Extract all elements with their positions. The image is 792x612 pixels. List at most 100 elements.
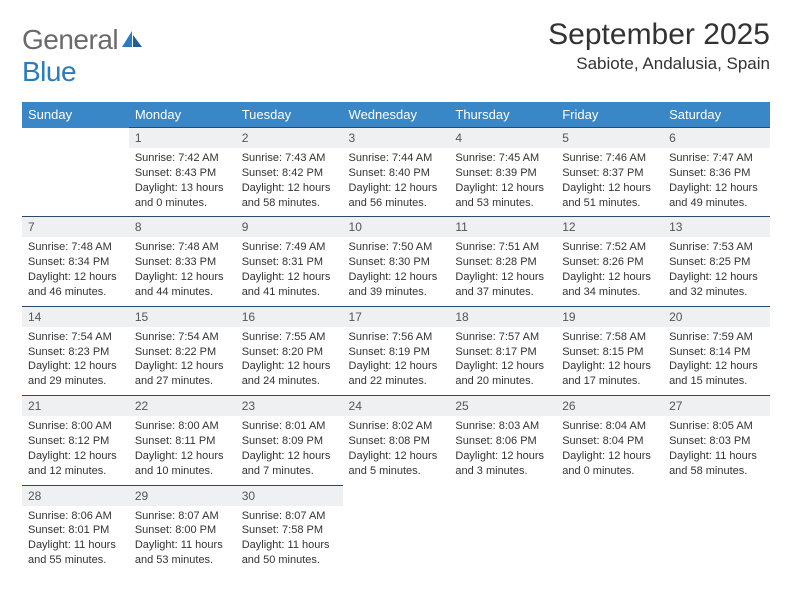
daylight-text: Daylight: 12 hours and 7 minutes. (242, 449, 337, 479)
calendar-table: SundayMondayTuesdayWednesdayThursdayFrid… (22, 102, 770, 574)
day-content-cell: Sunrise: 8:04 AMSunset: 8:04 PMDaylight:… (556, 416, 663, 485)
sunset-text: Sunset: 8:22 PM (135, 345, 230, 360)
day-number-cell: 21 (22, 396, 129, 417)
daylight-text: Daylight: 12 hours and 49 minutes. (669, 181, 764, 211)
sunrise-text: Sunrise: 8:01 AM (242, 419, 337, 434)
daylight-text: Daylight: 12 hours and 46 minutes. (28, 270, 123, 300)
day-content-cell: Sunrise: 8:07 AMSunset: 8:00 PMDaylight:… (129, 506, 236, 574)
day-number-cell: 9 (236, 217, 343, 238)
day-number-cell (556, 485, 663, 506)
day-content-cell: Sunrise: 7:44 AMSunset: 8:40 PMDaylight:… (343, 148, 450, 217)
daylight-text: Daylight: 11 hours and 55 minutes. (28, 538, 123, 568)
day-content-cell: Sunrise: 7:56 AMSunset: 8:19 PMDaylight:… (343, 327, 450, 396)
sunrise-text: Sunrise: 7:47 AM (669, 151, 764, 166)
day-content-cell: Sunrise: 8:05 AMSunset: 8:03 PMDaylight:… (663, 416, 770, 485)
sunrise-text: Sunrise: 7:53 AM (669, 240, 764, 255)
sunrise-text: Sunrise: 7:51 AM (455, 240, 550, 255)
sunrise-text: Sunrise: 7:48 AM (135, 240, 230, 255)
daylight-text: Daylight: 12 hours and 32 minutes. (669, 270, 764, 300)
day-number-cell: 6 (663, 128, 770, 149)
sunset-text: Sunset: 8:33 PM (135, 255, 230, 270)
daylight-text: Daylight: 12 hours and 10 minutes. (135, 449, 230, 479)
sunset-text: Sunset: 8:23 PM (28, 345, 123, 360)
day-content-cell: Sunrise: 8:00 AMSunset: 8:11 PMDaylight:… (129, 416, 236, 485)
sunset-text: Sunset: 8:11 PM (135, 434, 230, 449)
day-content-cell: Sunrise: 8:07 AMSunset: 7:58 PMDaylight:… (236, 506, 343, 574)
sunrise-text: Sunrise: 7:48 AM (28, 240, 123, 255)
day-number-cell: 30 (236, 485, 343, 506)
sunrise-text: Sunrise: 8:03 AM (455, 419, 550, 434)
sunset-text: Sunset: 8:00 PM (135, 523, 230, 538)
sunset-text: Sunset: 8:04 PM (562, 434, 657, 449)
page-header: General Blue September 2025 Sabiote, And… (22, 18, 770, 88)
sunset-text: Sunset: 8:36 PM (669, 166, 764, 181)
sunrise-text: Sunrise: 7:59 AM (669, 330, 764, 345)
day-number-cell: 7 (22, 217, 129, 238)
daylight-text: Daylight: 12 hours and 12 minutes. (28, 449, 123, 479)
daylight-text: Daylight: 12 hours and 17 minutes. (562, 359, 657, 389)
day-number-cell: 16 (236, 306, 343, 327)
sunset-text: Sunset: 8:31 PM (242, 255, 337, 270)
day-content-cell: Sunrise: 8:03 AMSunset: 8:06 PMDaylight:… (449, 416, 556, 485)
day-number-cell: 17 (343, 306, 450, 327)
day-content-cell: Sunrise: 7:54 AMSunset: 8:22 PMDaylight:… (129, 327, 236, 396)
sunset-text: Sunset: 8:30 PM (349, 255, 444, 270)
day-number-cell: 24 (343, 396, 450, 417)
daylight-text: Daylight: 12 hours and 44 minutes. (135, 270, 230, 300)
sunset-text: Sunset: 8:06 PM (455, 434, 550, 449)
content-row: Sunrise: 7:42 AMSunset: 8:43 PMDaylight:… (22, 148, 770, 217)
day-content-cell (663, 506, 770, 574)
day-content-cell: Sunrise: 8:01 AMSunset: 8:09 PMDaylight:… (236, 416, 343, 485)
sunrise-text: Sunrise: 7:43 AM (242, 151, 337, 166)
title-block: September 2025 Sabiote, Andalusia, Spain (548, 18, 770, 74)
day-number-cell: 1 (129, 128, 236, 149)
sunrise-text: Sunrise: 8:07 AM (135, 509, 230, 524)
daynum-row: 78910111213 (22, 217, 770, 238)
sunrise-text: Sunrise: 7:58 AM (562, 330, 657, 345)
sunset-text: Sunset: 8:25 PM (669, 255, 764, 270)
day-number-cell: 18 (449, 306, 556, 327)
sunrise-text: Sunrise: 8:00 AM (135, 419, 230, 434)
sunset-text: Sunset: 8:08 PM (349, 434, 444, 449)
daylight-text: Daylight: 12 hours and 20 minutes. (455, 359, 550, 389)
daylight-text: Daylight: 12 hours and 58 minutes. (242, 181, 337, 211)
day-number-cell (449, 485, 556, 506)
sunset-text: Sunset: 8:43 PM (135, 166, 230, 181)
sunrise-text: Sunrise: 7:52 AM (562, 240, 657, 255)
daylight-text: Daylight: 11 hours and 53 minutes. (135, 538, 230, 568)
day-number-cell: 23 (236, 396, 343, 417)
day-number-cell: 25 (449, 396, 556, 417)
sunrise-text: Sunrise: 7:44 AM (349, 151, 444, 166)
day-content-cell: Sunrise: 7:48 AMSunset: 8:34 PMDaylight:… (22, 237, 129, 306)
sunset-text: Sunset: 8:39 PM (455, 166, 550, 181)
day-content-cell: Sunrise: 7:48 AMSunset: 8:33 PMDaylight:… (129, 237, 236, 306)
day-header: Wednesday (343, 102, 450, 128)
day-content-cell: Sunrise: 7:46 AMSunset: 8:37 PMDaylight:… (556, 148, 663, 217)
day-number-cell: 8 (129, 217, 236, 238)
day-number-cell: 27 (663, 396, 770, 417)
daylight-text: Daylight: 12 hours and 39 minutes. (349, 270, 444, 300)
daylight-text: Daylight: 11 hours and 58 minutes. (669, 449, 764, 479)
daylight-text: Daylight: 12 hours and 27 minutes. (135, 359, 230, 389)
daylight-text: Daylight: 12 hours and 3 minutes. (455, 449, 550, 479)
sunset-text: Sunset: 8:26 PM (562, 255, 657, 270)
day-number-cell: 13 (663, 217, 770, 238)
day-header: Thursday (449, 102, 556, 128)
daynum-row: 123456 (22, 128, 770, 149)
content-row: Sunrise: 8:00 AMSunset: 8:12 PMDaylight:… (22, 416, 770, 485)
daylight-text: Daylight: 12 hours and 5 minutes. (349, 449, 444, 479)
day-number-cell: 29 (129, 485, 236, 506)
sunset-text: Sunset: 8:14 PM (669, 345, 764, 360)
sunset-text: Sunset: 8:37 PM (562, 166, 657, 181)
daylight-text: Daylight: 12 hours and 41 minutes. (242, 270, 337, 300)
day-number-cell: 3 (343, 128, 450, 149)
daylight-text: Daylight: 12 hours and 22 minutes. (349, 359, 444, 389)
logo-part1: General (22, 24, 118, 55)
day-number-cell: 11 (449, 217, 556, 238)
sunrise-text: Sunrise: 8:02 AM (349, 419, 444, 434)
daylight-text: Daylight: 12 hours and 0 minutes. (562, 449, 657, 479)
day-header: Sunday (22, 102, 129, 128)
day-content-cell: Sunrise: 7:52 AMSunset: 8:26 PMDaylight:… (556, 237, 663, 306)
day-content-cell: Sunrise: 8:00 AMSunset: 8:12 PMDaylight:… (22, 416, 129, 485)
day-content-cell (22, 148, 129, 217)
